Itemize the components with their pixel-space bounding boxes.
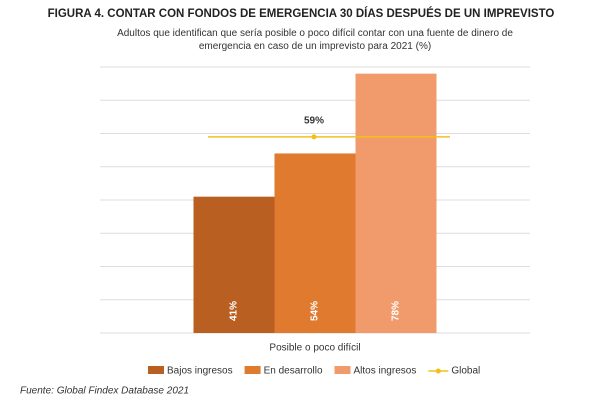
bar	[355, 73, 437, 334]
value-label: 41%	[229, 301, 240, 321]
value-label: 54%	[310, 301, 321, 321]
bar	[193, 196, 275, 333]
legend-label: En desarrollo	[264, 366, 323, 377]
legend-swatch	[148, 366, 164, 374]
bar	[274, 153, 356, 333]
legend-label: Bajos ingresos	[167, 366, 233, 377]
legend-swatch	[334, 366, 351, 374]
reference-label: 59%	[304, 115, 324, 126]
reference-dot	[311, 134, 317, 140]
legend-label: Global	[451, 366, 480, 377]
chart-title: FIGURA 4. CONTAR CON FONDOS DE EMERGENCI…	[47, 8, 555, 20]
source: Fuente: Global Findex Database 2021	[20, 386, 189, 397]
legend-label: Altos ingresos	[354, 366, 417, 377]
legend-swatch	[244, 366, 261, 374]
chart-subtitle: Adultos que identifican que sería posibl…	[117, 28, 513, 52]
legend-dot	[435, 368, 441, 374]
value-label: 78%	[391, 301, 402, 321]
x-tick-label: Posible o poco difícil	[269, 343, 360, 354]
